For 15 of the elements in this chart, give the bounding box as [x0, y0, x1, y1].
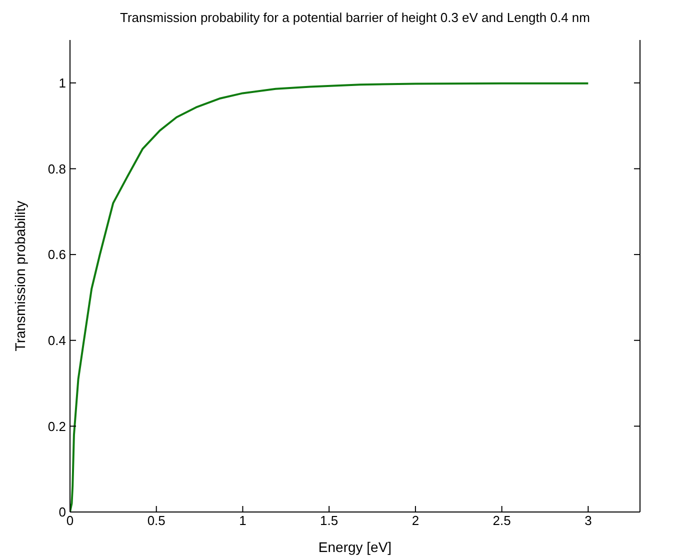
y-tick-label: 0.6 [48, 247, 66, 262]
y-axis-title: Transmission probability [12, 200, 28, 352]
y-tick-label: 0.2 [48, 418, 66, 434]
x-tick-label: 1 [239, 513, 246, 528]
x-tick-label: 0.5 [147, 513, 166, 528]
x-tick-label: 1.5 [320, 513, 338, 528]
x-tick-label: 3 [584, 513, 592, 528]
y-tick-label: 0.8 [48, 161, 66, 176]
x-tick-label: 2.5 [492, 513, 511, 528]
chart-title: Transmission probability for a potential barrier of height 0.3 eV and Length 0.4 nm [119, 10, 591, 25]
line-series [70, 82, 590, 512]
x-tick-label: 2 [412, 513, 420, 528]
y-tick-label: 0.4 [48, 332, 66, 348]
x-axis-title: Energy [eV] [318, 539, 392, 555]
y-tick-label: 1 [58, 76, 66, 91]
